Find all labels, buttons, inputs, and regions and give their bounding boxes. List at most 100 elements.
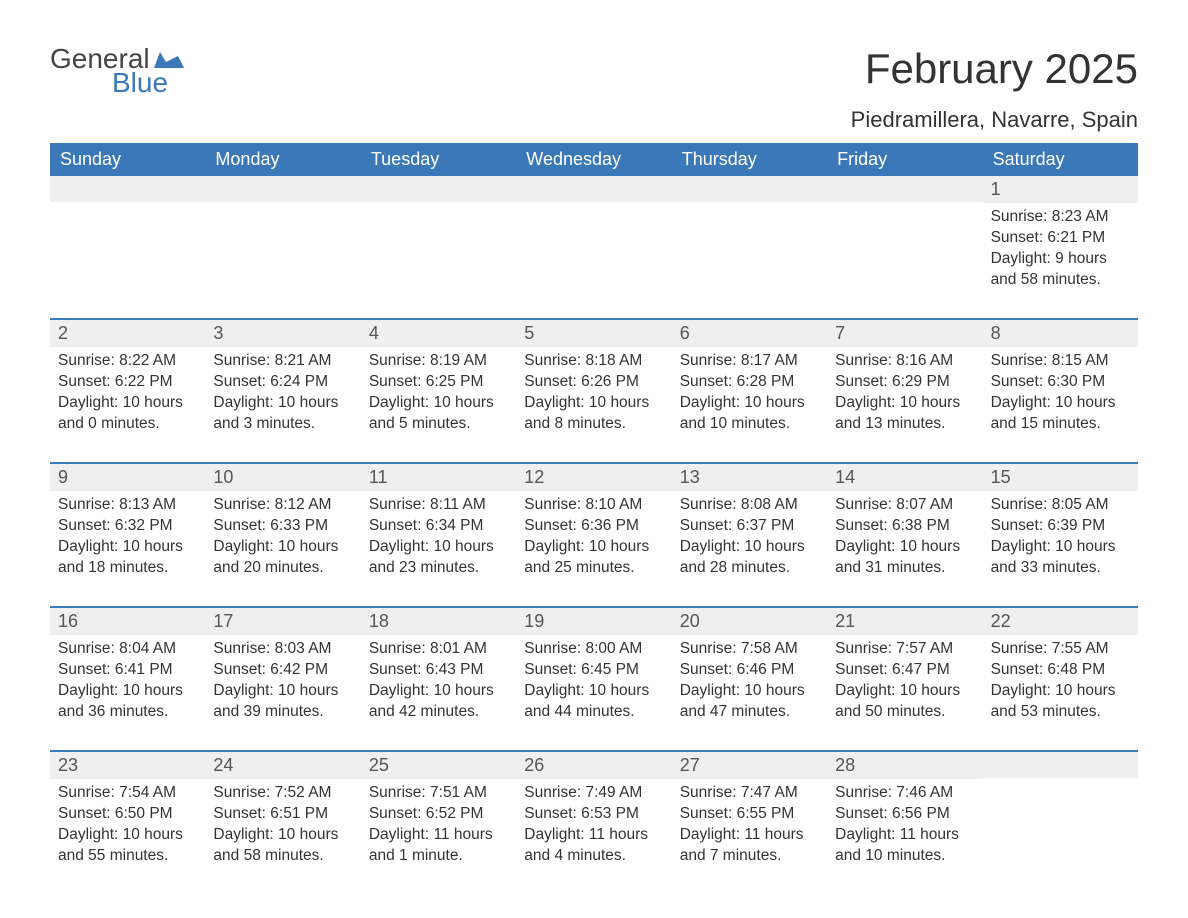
sunrise-text: Sunrise: 8:00 AM bbox=[524, 639, 663, 660]
day-cell: 18Sunrise: 8:01 AMSunset: 6:43 PMDayligh… bbox=[361, 608, 516, 724]
day-details: Sunrise: 7:52 AMSunset: 6:51 PMDaylight:… bbox=[205, 779, 360, 867]
sunrise-text: Sunrise: 7:47 AM bbox=[680, 783, 819, 804]
day-cell: 2Sunrise: 8:22 AMSunset: 6:22 PMDaylight… bbox=[50, 320, 205, 436]
daylight-text: Daylight: 10 hours and 20 minutes. bbox=[213, 537, 352, 579]
daylight-text: Daylight: 9 hours and 58 minutes. bbox=[991, 249, 1130, 291]
day-details: Sunrise: 7:46 AMSunset: 6:56 PMDaylight:… bbox=[827, 779, 982, 867]
day-number: 19 bbox=[516, 608, 671, 635]
day-details: Sunrise: 7:49 AMSunset: 6:53 PMDaylight:… bbox=[516, 779, 671, 867]
daylight-text: Daylight: 10 hours and 28 minutes. bbox=[680, 537, 819, 579]
day-number bbox=[516, 176, 671, 202]
daylight-text: Daylight: 10 hours and 25 minutes. bbox=[524, 537, 663, 579]
day-cell: 4Sunrise: 8:19 AMSunset: 6:25 PMDaylight… bbox=[361, 320, 516, 436]
day-number: 26 bbox=[516, 752, 671, 779]
sunset-text: Sunset: 6:55 PM bbox=[680, 804, 819, 825]
day-details: Sunrise: 7:54 AMSunset: 6:50 PMDaylight:… bbox=[50, 779, 205, 867]
day-number: 3 bbox=[205, 320, 360, 347]
day-number: 28 bbox=[827, 752, 982, 779]
day-number bbox=[205, 176, 360, 202]
daylight-text: Daylight: 10 hours and 39 minutes. bbox=[213, 681, 352, 723]
day-number: 27 bbox=[672, 752, 827, 779]
day-cell: 12Sunrise: 8:10 AMSunset: 6:36 PMDayligh… bbox=[516, 464, 671, 580]
day-cell bbox=[361, 176, 516, 292]
day-details: Sunrise: 8:13 AMSunset: 6:32 PMDaylight:… bbox=[50, 491, 205, 579]
sunrise-text: Sunrise: 8:18 AM bbox=[524, 351, 663, 372]
title-block: February 2025 Piedramillera, Navarre, Sp… bbox=[851, 45, 1138, 133]
day-cell: 1Sunrise: 8:23 AMSunset: 6:21 PMDaylight… bbox=[983, 176, 1138, 292]
sunset-text: Sunset: 6:43 PM bbox=[369, 660, 508, 681]
daylight-text: Daylight: 10 hours and 33 minutes. bbox=[991, 537, 1130, 579]
day-number: 22 bbox=[983, 608, 1138, 635]
day-number bbox=[827, 176, 982, 202]
sunrise-text: Sunrise: 8:07 AM bbox=[835, 495, 974, 516]
day-number bbox=[50, 176, 205, 202]
day-details: Sunrise: 8:07 AMSunset: 6:38 PMDaylight:… bbox=[827, 491, 982, 579]
day-number: 6 bbox=[672, 320, 827, 347]
day-details: Sunrise: 7:55 AMSunset: 6:48 PMDaylight:… bbox=[983, 635, 1138, 723]
sunset-text: Sunset: 6:38 PM bbox=[835, 516, 974, 537]
sunrise-text: Sunrise: 7:58 AM bbox=[680, 639, 819, 660]
weekday-saturday: Saturday bbox=[983, 143, 1138, 176]
sunrise-text: Sunrise: 8:12 AM bbox=[213, 495, 352, 516]
sunset-text: Sunset: 6:29 PM bbox=[835, 372, 974, 393]
day-cell: 5Sunrise: 8:18 AMSunset: 6:26 PMDaylight… bbox=[516, 320, 671, 436]
sunset-text: Sunset: 6:52 PM bbox=[369, 804, 508, 825]
weekday-header-row: Sunday Monday Tuesday Wednesday Thursday… bbox=[50, 143, 1138, 176]
day-cell bbox=[672, 176, 827, 292]
week-row: 16Sunrise: 8:04 AMSunset: 6:41 PMDayligh… bbox=[50, 606, 1138, 724]
sunset-text: Sunset: 6:25 PM bbox=[369, 372, 508, 393]
daylight-text: Daylight: 10 hours and 42 minutes. bbox=[369, 681, 508, 723]
sunset-text: Sunset: 6:51 PM bbox=[213, 804, 352, 825]
day-number: 8 bbox=[983, 320, 1138, 347]
day-cell: 6Sunrise: 8:17 AMSunset: 6:28 PMDaylight… bbox=[672, 320, 827, 436]
daylight-text: Daylight: 10 hours and 18 minutes. bbox=[58, 537, 197, 579]
day-number: 20 bbox=[672, 608, 827, 635]
daylight-text: Daylight: 10 hours and 0 minutes. bbox=[58, 393, 197, 435]
day-cell: 24Sunrise: 7:52 AMSunset: 6:51 PMDayligh… bbox=[205, 752, 360, 868]
sunrise-text: Sunrise: 8:08 AM bbox=[680, 495, 819, 516]
week-row: 23Sunrise: 7:54 AMSunset: 6:50 PMDayligh… bbox=[50, 750, 1138, 868]
day-details: Sunrise: 8:21 AMSunset: 6:24 PMDaylight:… bbox=[205, 347, 360, 435]
weekday-friday: Friday bbox=[827, 143, 982, 176]
daylight-text: Daylight: 10 hours and 15 minutes. bbox=[991, 393, 1130, 435]
day-details: Sunrise: 8:05 AMSunset: 6:39 PMDaylight:… bbox=[983, 491, 1138, 579]
day-details: Sunrise: 8:08 AMSunset: 6:37 PMDaylight:… bbox=[672, 491, 827, 579]
logo: General Blue bbox=[50, 45, 184, 97]
day-cell: 28Sunrise: 7:46 AMSunset: 6:56 PMDayligh… bbox=[827, 752, 982, 868]
day-number: 1 bbox=[983, 176, 1138, 203]
sunset-text: Sunset: 6:46 PM bbox=[680, 660, 819, 681]
daylight-text: Daylight: 10 hours and 58 minutes. bbox=[213, 825, 352, 867]
week-row: 2Sunrise: 8:22 AMSunset: 6:22 PMDaylight… bbox=[50, 318, 1138, 436]
day-details: Sunrise: 8:12 AMSunset: 6:33 PMDaylight:… bbox=[205, 491, 360, 579]
daylight-text: Daylight: 10 hours and 47 minutes. bbox=[680, 681, 819, 723]
day-details: Sunrise: 8:22 AMSunset: 6:22 PMDaylight:… bbox=[50, 347, 205, 435]
sunrise-text: Sunrise: 8:11 AM bbox=[369, 495, 508, 516]
day-number bbox=[983, 752, 1138, 778]
sunrise-text: Sunrise: 8:05 AM bbox=[991, 495, 1130, 516]
day-number: 14 bbox=[827, 464, 982, 491]
weekday-tuesday: Tuesday bbox=[361, 143, 516, 176]
daylight-text: Daylight: 10 hours and 50 minutes. bbox=[835, 681, 974, 723]
day-number: 10 bbox=[205, 464, 360, 491]
daylight-text: Daylight: 10 hours and 36 minutes. bbox=[58, 681, 197, 723]
sunrise-text: Sunrise: 7:51 AM bbox=[369, 783, 508, 804]
daylight-text: Daylight: 11 hours and 1 minute. bbox=[369, 825, 508, 867]
day-details: Sunrise: 8:16 AMSunset: 6:29 PMDaylight:… bbox=[827, 347, 982, 435]
daylight-text: Daylight: 10 hours and 31 minutes. bbox=[835, 537, 974, 579]
day-number: 13 bbox=[672, 464, 827, 491]
day-number: 9 bbox=[50, 464, 205, 491]
sunset-text: Sunset: 6:42 PM bbox=[213, 660, 352, 681]
sunrise-text: Sunrise: 8:23 AM bbox=[991, 207, 1130, 228]
daylight-text: Daylight: 10 hours and 5 minutes. bbox=[369, 393, 508, 435]
day-cell: 3Sunrise: 8:21 AMSunset: 6:24 PMDaylight… bbox=[205, 320, 360, 436]
daylight-text: Daylight: 10 hours and 8 minutes. bbox=[524, 393, 663, 435]
sunrise-text: Sunrise: 7:55 AM bbox=[991, 639, 1130, 660]
day-number bbox=[672, 176, 827, 202]
day-details: Sunrise: 8:15 AMSunset: 6:30 PMDaylight:… bbox=[983, 347, 1138, 435]
day-number: 25 bbox=[361, 752, 516, 779]
daylight-text: Daylight: 10 hours and 44 minutes. bbox=[524, 681, 663, 723]
sunrise-text: Sunrise: 8:16 AM bbox=[835, 351, 974, 372]
sunset-text: Sunset: 6:41 PM bbox=[58, 660, 197, 681]
day-details: Sunrise: 8:01 AMSunset: 6:43 PMDaylight:… bbox=[361, 635, 516, 723]
day-cell: 8Sunrise: 8:15 AMSunset: 6:30 PMDaylight… bbox=[983, 320, 1138, 436]
